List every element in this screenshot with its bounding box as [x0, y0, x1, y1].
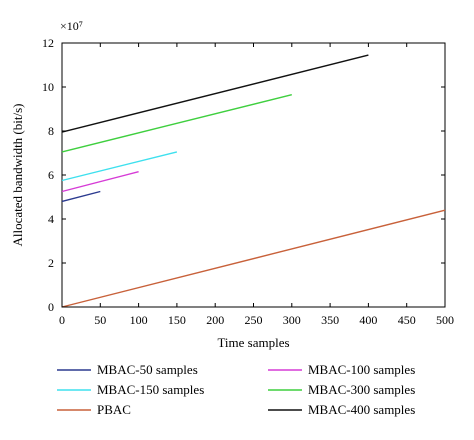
series-line-mbac-150-samples [61, 151, 178, 182]
x-tick-label: 250 [245, 313, 263, 327]
x-tick-label: 200 [206, 313, 224, 327]
x-tick-label: 500 [436, 313, 454, 327]
y-tick-label: 10 [42, 80, 54, 94]
x-tick-label: 350 [321, 313, 339, 327]
legend: MBAC-50 samples MBAC-100 samples MBAC-150 … [57, 362, 415, 417]
legend-label: MBAC-50 samples [97, 362, 198, 377]
ticks-layer: 0 50 100 150 200 250 300 350 400 450 500 0 2 4 6 8 10 12 [42, 36, 454, 327]
y-tick-label: 12 [42, 36, 54, 50]
legend-label: MBAC-300 samples [308, 382, 415, 397]
x-tick-label: 150 [168, 313, 186, 327]
series-line-mbac-400-samples [61, 54, 369, 133]
series-line-mbac-300-samples [61, 94, 292, 153]
y-tick-label: 4 [48, 212, 54, 226]
y-tick-label: 0 [48, 300, 54, 314]
series-line-mbac-50-samples [61, 190, 101, 203]
x-tick-label: 450 [398, 313, 416, 327]
series-layer [61, 54, 446, 308]
series-line-mbac-100-samples [61, 171, 139, 193]
x-axis-label: Time samples [217, 335, 289, 350]
x-tick-label: 0 [59, 313, 65, 327]
y-tick-label: 6 [48, 168, 54, 182]
y-tick-label: 8 [48, 124, 54, 138]
x-tick-label: 400 [359, 313, 377, 327]
x-tick-label: 50 [94, 313, 106, 327]
y-tick-label: 2 [48, 256, 54, 270]
y-axis-label: Allocated bandwidth (bit/s) [10, 104, 25, 247]
legend-label: PBAC [97, 402, 131, 417]
x-tick-label: 100 [130, 313, 148, 327]
y-multiplier-label: ×10⁷ [60, 19, 83, 33]
x-tick-label: 300 [283, 313, 301, 327]
legend-label: MBAC-100 samples [308, 362, 415, 377]
legend-label: MBAC-400 samples [308, 402, 415, 417]
series-line-pbac [61, 209, 446, 308]
legend-label: MBAC-150 samples [97, 382, 204, 397]
